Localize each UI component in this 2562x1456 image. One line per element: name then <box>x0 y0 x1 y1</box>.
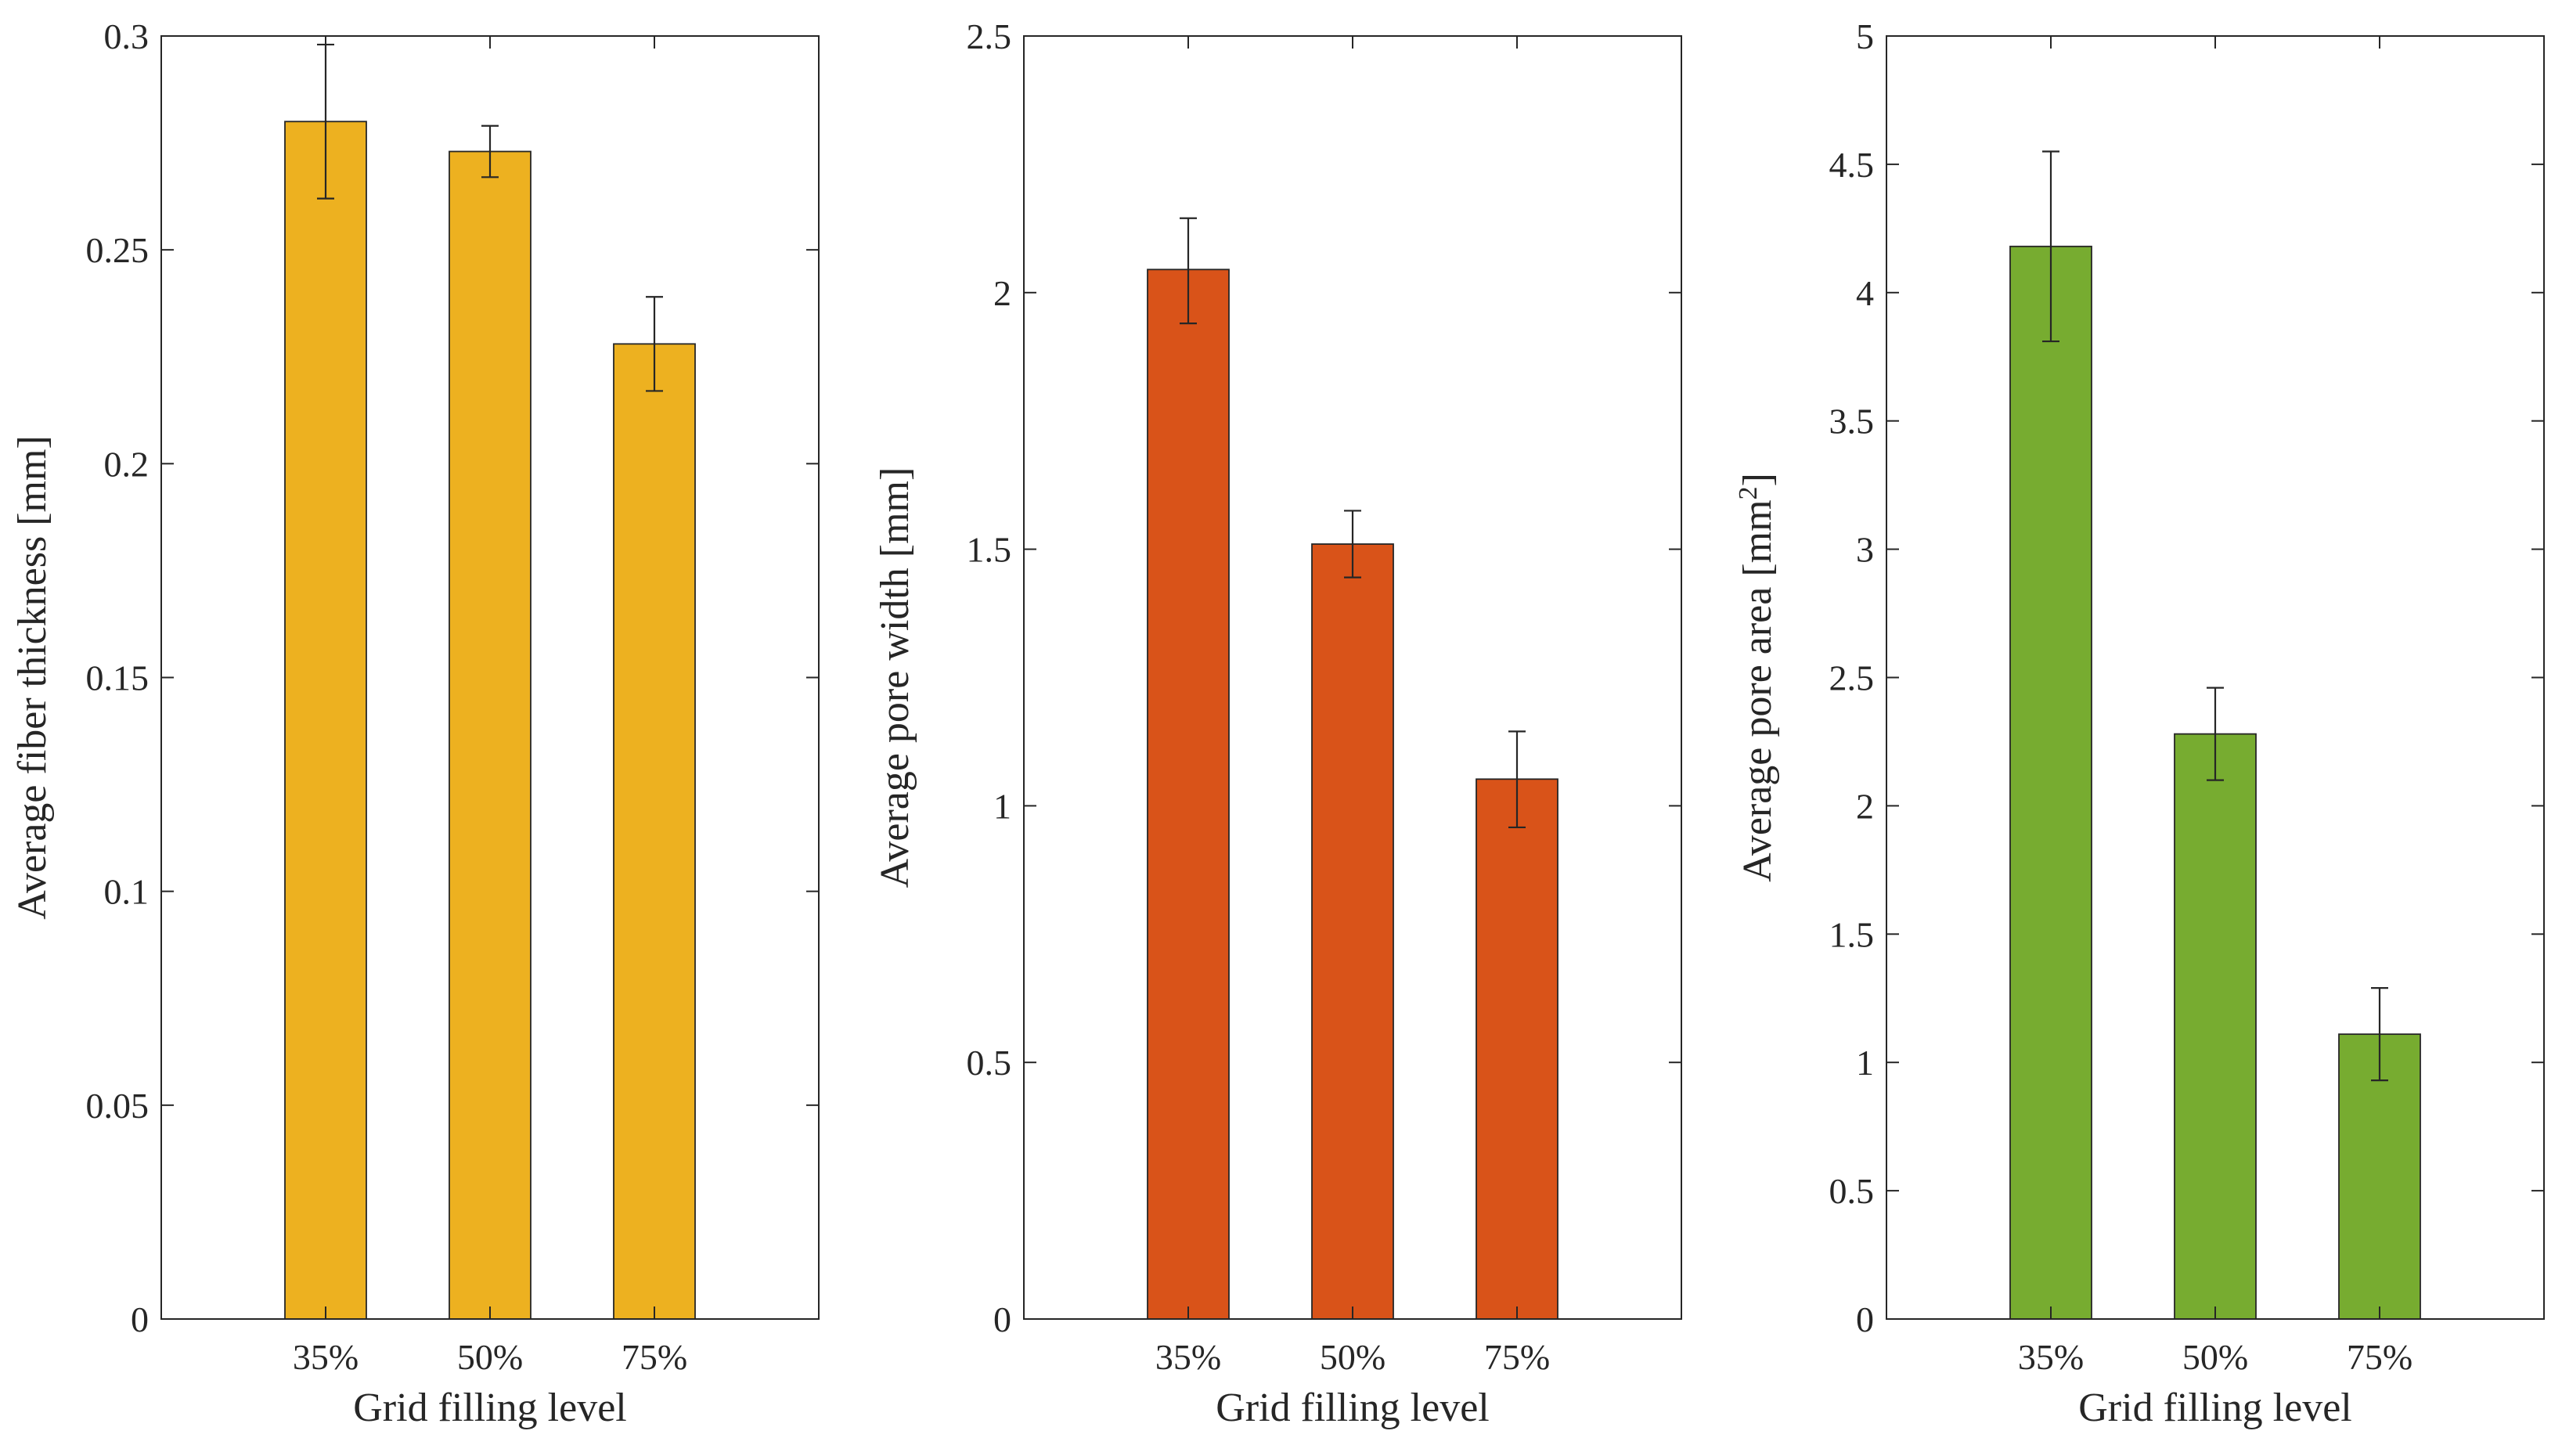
tick-marks <box>1024 35 1681 1320</box>
y-tick-label: 0.5 <box>967 1043 1012 1083</box>
bar-50pct <box>2174 733 2257 1320</box>
y-axis-label-text: Average pore width [mm] <box>873 467 917 888</box>
y-tick-label: 1.5 <box>1829 914 1875 954</box>
bar-35pct <box>1147 268 1230 1320</box>
error-bar <box>646 296 663 392</box>
x-tick-label: 35% <box>1155 1337 1221 1377</box>
x-tick-label: 75% <box>2347 1337 2412 1377</box>
error-bar <box>2207 687 2224 781</box>
panel-pore-area: 0 0.5 1 1.5 2 2.5 3 3.5 4 4.5 5 35% 50% 75% Grid fil… <box>1734 16 2545 1430</box>
y-tick-label: 2.5 <box>967 16 1012 56</box>
y-tick-label: 0.15 <box>86 658 150 698</box>
y-axis-label-text: Average pore area [mm <box>1735 499 1780 881</box>
bars <box>2009 245 2421 1320</box>
bar-75pct <box>613 343 696 1320</box>
y-tick-label: 3.5 <box>1829 402 1875 441</box>
y-tick-label: 0 <box>131 1299 149 1339</box>
bar-50pct <box>1311 543 1394 1320</box>
y-tick-label: 1.5 <box>967 530 1012 570</box>
y-tick-labels: 0 0.5 1 1.5 2 2.5 3 3.5 4 4.5 5 <box>1829 16 1875 1339</box>
error-bar <box>2042 150 2059 343</box>
y-tick-label: 4.5 <box>1829 145 1875 185</box>
x-tick-label: 75% <box>1484 1337 1550 1377</box>
y-tick-label: 3 <box>1856 530 1874 570</box>
y-tick-label: 0.3 <box>104 16 150 56</box>
y-tick-label: 0 <box>993 1299 1011 1339</box>
y-axis-label: Average fiber thickness [mm] <box>10 435 55 919</box>
y-axis-label: Average pore width [mm] <box>873 467 917 888</box>
bar-35pct <box>284 121 367 1320</box>
x-tick-labels: 35% 50% 75% <box>1155 1337 1550 1377</box>
error-bar <box>1180 217 1197 325</box>
error-bar <box>1344 510 1361 578</box>
y-tick-label: 1 <box>993 786 1011 826</box>
bar-75pct <box>2338 1033 2421 1320</box>
bar-75pct <box>1476 778 1558 1320</box>
x-axis-label: Grid filling level <box>353 1386 626 1430</box>
y-tick-label: 0.5 <box>1829 1171 1875 1211</box>
y-tick-label: 2 <box>993 273 1011 313</box>
bars <box>1147 268 1558 1320</box>
error-bar <box>1508 730 1526 829</box>
y-tick-label: 1 <box>1856 1043 1874 1083</box>
y-tick-label: 0.1 <box>104 872 150 912</box>
x-tick-labels: 35% 50% 75% <box>293 1337 687 1377</box>
bars <box>284 121 696 1320</box>
tick-marks <box>161 35 819 1320</box>
x-tick-labels: 35% 50% 75% <box>2018 1337 2412 1377</box>
error-bar <box>2371 987 2388 1082</box>
y-tick-label: 2 <box>1856 786 1874 826</box>
x-axis-label: Grid filling level <box>2078 1386 2351 1430</box>
y-tick-label: 4 <box>1856 273 1874 313</box>
y-axis-label: Average pore area [mm2] <box>1734 473 1781 882</box>
y-axis-label-text: Average fiber thickness [mm] <box>10 435 55 919</box>
x-tick-label: 35% <box>2018 1337 2084 1377</box>
y-axis-label-superscript: 2 <box>1734 486 1763 499</box>
x-tick-label: 50% <box>1320 1337 1385 1377</box>
y-tick-label: 2.5 <box>1829 658 1875 698</box>
y-tick-label: 0 <box>1856 1299 1874 1339</box>
error-bars <box>317 43 663 392</box>
error-bars <box>1180 217 1526 829</box>
y-axis-label-suffix: ] <box>1735 473 1780 486</box>
error-bar <box>481 124 499 178</box>
bar-50pct <box>449 150 531 1320</box>
tick-marks <box>1886 35 2544 1320</box>
error-bars <box>2042 150 2388 1082</box>
y-tick-label: 0.2 <box>104 444 150 484</box>
panel-pore-width: 0 0.5 1 1.5 2 2.5 35% 50% 75% Grid filling leve… <box>873 16 1682 1430</box>
x-tick-label: 50% <box>457 1337 523 1377</box>
y-tick-labels: 0 0.5 1 1.5 2 2.5 <box>967 16 1012 1339</box>
x-tick-label: 50% <box>2182 1337 2248 1377</box>
bar-35pct <box>2009 245 2092 1320</box>
x-tick-label: 75% <box>622 1337 687 1377</box>
x-axis-label: Grid filling level <box>1216 1386 1489 1430</box>
x-tick-label: 35% <box>293 1337 359 1377</box>
panel-fiber-thickness: 0 0.05 0.1 0.15 0.2 0.25 0.3 35% 50% 75% Grid fi… <box>10 16 820 1430</box>
y-tick-label: 5 <box>1856 16 1874 56</box>
y-tick-label: 0.25 <box>86 230 150 270</box>
y-tick-labels: 0 0.05 0.1 0.15 0.2 0.25 0.3 <box>86 16 150 1339</box>
y-tick-label: 0.05 <box>86 1086 150 1126</box>
